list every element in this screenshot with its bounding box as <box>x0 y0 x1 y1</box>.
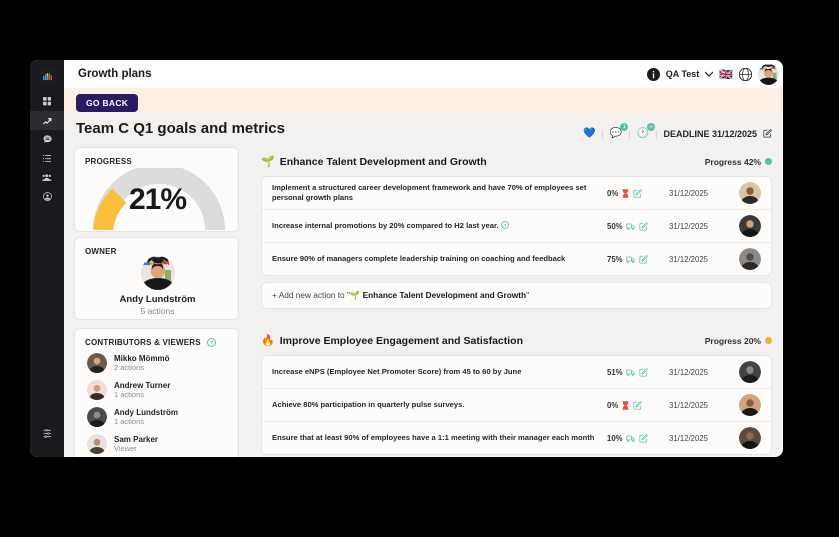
svg-text:?: ? <box>503 223 506 228</box>
svg-text:?: ? <box>210 341 214 347</box>
